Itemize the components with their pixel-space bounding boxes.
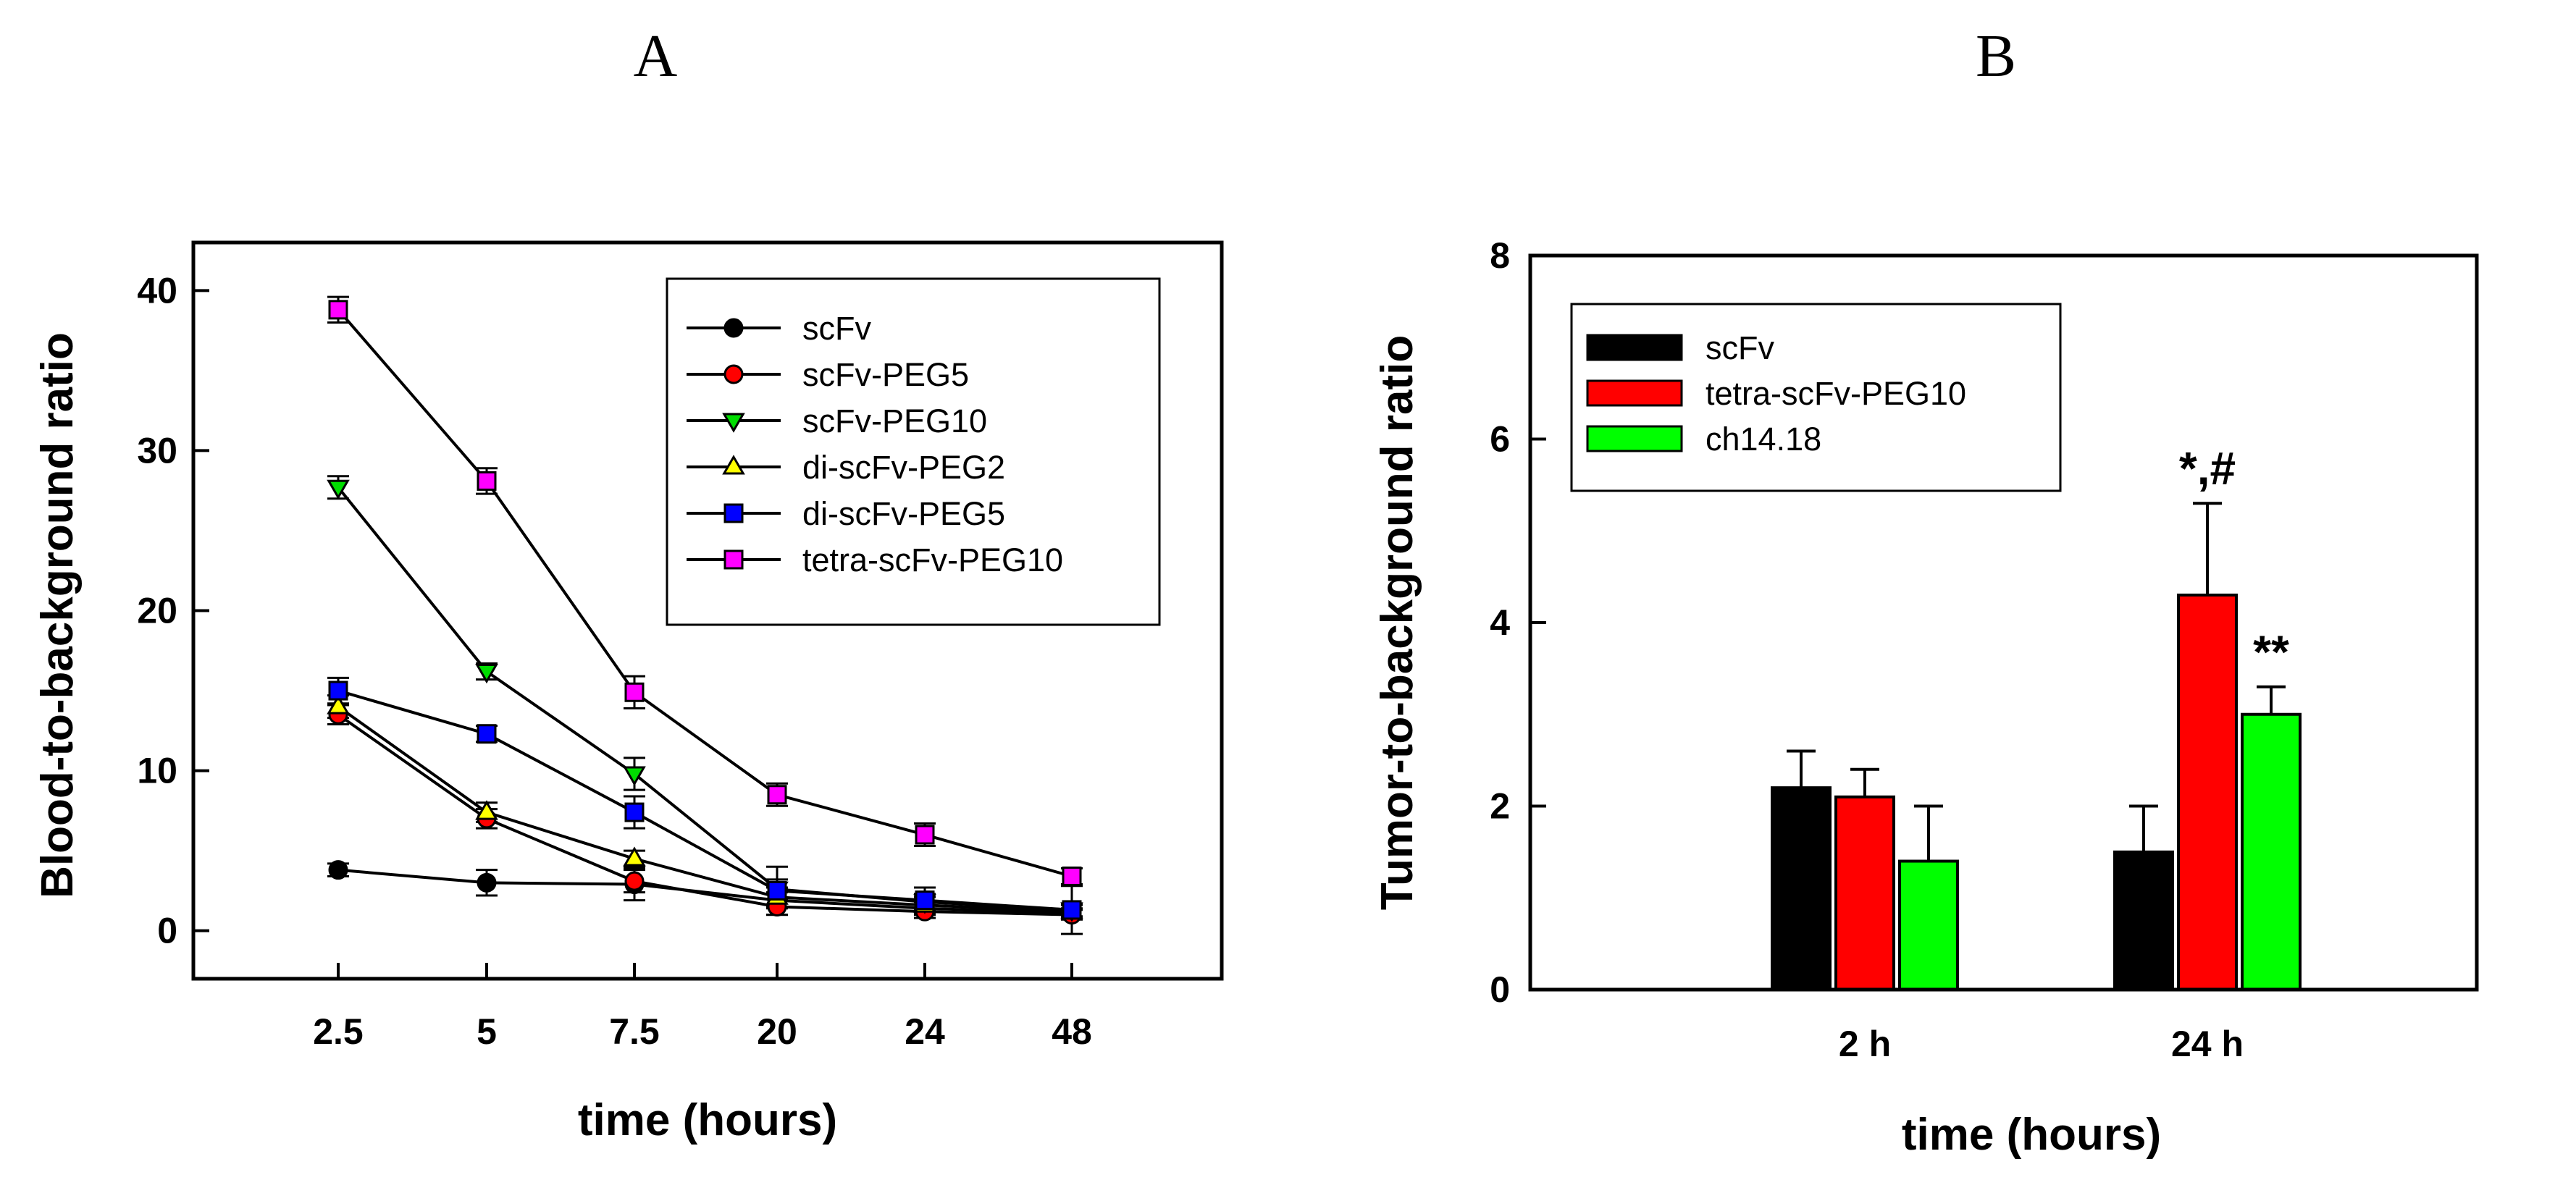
bar-scfv [2113,850,2174,991]
data-point-tetra-scfv-peg10 [624,682,645,702]
panel-b-y-tick-label: 6 [1490,419,1510,460]
bar-tetra-scfv-peg10 [1834,795,1895,991]
data-point-scfv-peg10 [327,479,350,500]
panel-b-y-tick-label: 0 [1490,969,1510,1010]
bar-ch14-18 [2241,712,2302,991]
data-point-di-scfv-peg5 [624,802,645,822]
panel-a-y-axis-title: Blood-to-background ratio [33,332,83,898]
panel-a-markers [327,300,1083,925]
bar-tetra-scfv-peg10 [2177,593,2238,991]
panel-a-y-tick-label: 40 [137,270,177,311]
data-point-di-scfv-peg5 [915,890,935,911]
panel-a-x-tick-label: 24 [905,1011,945,1052]
legend-label-tetra-scfv-peg10: tetra-scFv-PEG10 [1706,375,1966,412]
data-point-di-scfv-peg5 [1062,900,1082,920]
legend-marker-di-scfv-peg2 [722,455,745,475]
panel-a-y-ticks: 0 10 20 30 40 [137,270,209,951]
data-point-di-scfv-peg2 [623,846,646,867]
panel-b-legend: scFv tetra-scFv-PEG10 ch14.18 [1570,303,2062,492]
legend-swatch-ch14-18 [1586,425,1683,452]
legend-label-scfv: scFv [1706,329,1774,366]
panel-b-bars [1771,593,2302,992]
legend-marker-tetra-scfv-peg10 [723,549,744,570]
panel-a-x-tick-label: 20 [757,1011,797,1052]
legend-label-di-scfv-peg2: di-scFv-PEG2 [802,449,1005,486]
legend-marker-scfv-peg5 [723,364,744,384]
data-point-di-scfv-peg2 [475,800,498,820]
panel-a-x-tick-label: 5 [477,1011,497,1052]
panel-b-x-ticks: 2 h 24 h [1839,974,2244,1064]
panel-b-y-ticks: 0 2 4 6 8 [1490,235,1546,1010]
panel-b-annotations: *,# ** [2179,442,2289,678]
legend-label-scfv-peg10: scFv-PEG10 [802,403,987,439]
data-point-di-scfv-peg2 [327,694,350,715]
panel-b-x-axis-title: time (hours) [1902,1110,2161,1160]
panel-a-x-ticks: 2.5 5 7.5 20 24 48 [313,963,1092,1052]
data-point-tetra-scfv-peg10 [328,300,348,320]
data-point-scfv-peg5 [624,871,645,891]
bar-scfv [1771,786,1832,992]
series-line-di-scfv-peg2 [337,705,1073,914]
panel-b-y-tick-label: 2 [1490,786,1510,827]
legend-label-di-scfv-peg5: di-scFv-PEG5 [802,495,1005,532]
panel-b-y-tick-label: 4 [1490,602,1510,643]
series-line-scfv-peg5 [337,713,1073,916]
panel-a-y-tick-label: 30 [137,430,177,471]
panel-a-y-tick-label: 10 [137,751,177,791]
legend-label-scfv: scFv [802,310,871,347]
data-point-tetra-scfv-peg10 [767,785,787,805]
panel-a-letter: A [634,22,678,90]
legend-marker-scfv [723,318,744,338]
panel-a-series-lines [337,308,1073,916]
significance-annotation: ** [2253,626,2289,678]
panel-b-plot-frame [1528,253,2479,992]
panel-b-error-bars [1787,502,2286,861]
legend-marker-di-scfv-peg5 [723,503,744,523]
significance-annotation: *,# [2179,442,2236,494]
panel-a-legend: scFv scFv-PEG5 scFv-PEG10 di-scFv-PEG2 di-sc… [666,277,1161,626]
data-point-scfv [477,872,497,893]
panel-a-x-tick-label: 7.5 [609,1011,660,1052]
legend-label-scfv-peg5: scFv-PEG5 [802,356,969,393]
legend-label-tetra-scfv-peg10: tetra-scFv-PEG10 [802,541,1063,578]
panel-b-letter: B [1976,22,2016,90]
series-line-di-scfv-peg5 [337,689,1073,911]
data-point-di-scfv-peg5 [328,680,348,701]
panel-b-y-tick-label: 8 [1490,235,1510,276]
series-line-scfv [337,868,1073,915]
panel-a-x-axis-title: time (hours) [578,1095,837,1145]
panel-a-y-tick-label: 0 [157,911,177,951]
panel-a-legend-box [666,277,1161,626]
bar-ch14-18 [1898,859,1959,992]
series-line-tetra-scfv-peg10 [337,308,1073,878]
panel-b-y-axis-title: Tumor-to-background ratio [1372,335,1422,910]
data-point-tetra-scfv-peg10 [915,825,935,845]
panel-a-x-tick-label: 2.5 [313,1011,364,1052]
data-point-tetra-scfv-peg10 [477,471,497,491]
data-point-scfv-peg10 [475,664,498,684]
data-point-scfv [328,860,348,880]
panel-a-y-tick-label: 20 [137,591,177,631]
data-point-di-scfv-peg5 [477,724,497,744]
panel-b-x-tick-label: 2 h [1839,1024,1891,1064]
data-point-scfv-peg10 [623,766,646,786]
panel-b-x-tick-label: 24 h [2171,1024,2244,1064]
data-point-tetra-scfv-peg10 [1062,867,1082,887]
legend-label-ch14-18: ch14.18 [1706,421,1821,458]
panel-a-x-tick-label: 48 [1052,1011,1092,1052]
legend-marker-scfv-peg10 [722,413,745,433]
legend-swatch-scfv [1586,334,1683,361]
legend-swatch-tetra-scfv-peg10 [1586,379,1683,407]
data-point-di-scfv-peg5 [767,880,787,901]
